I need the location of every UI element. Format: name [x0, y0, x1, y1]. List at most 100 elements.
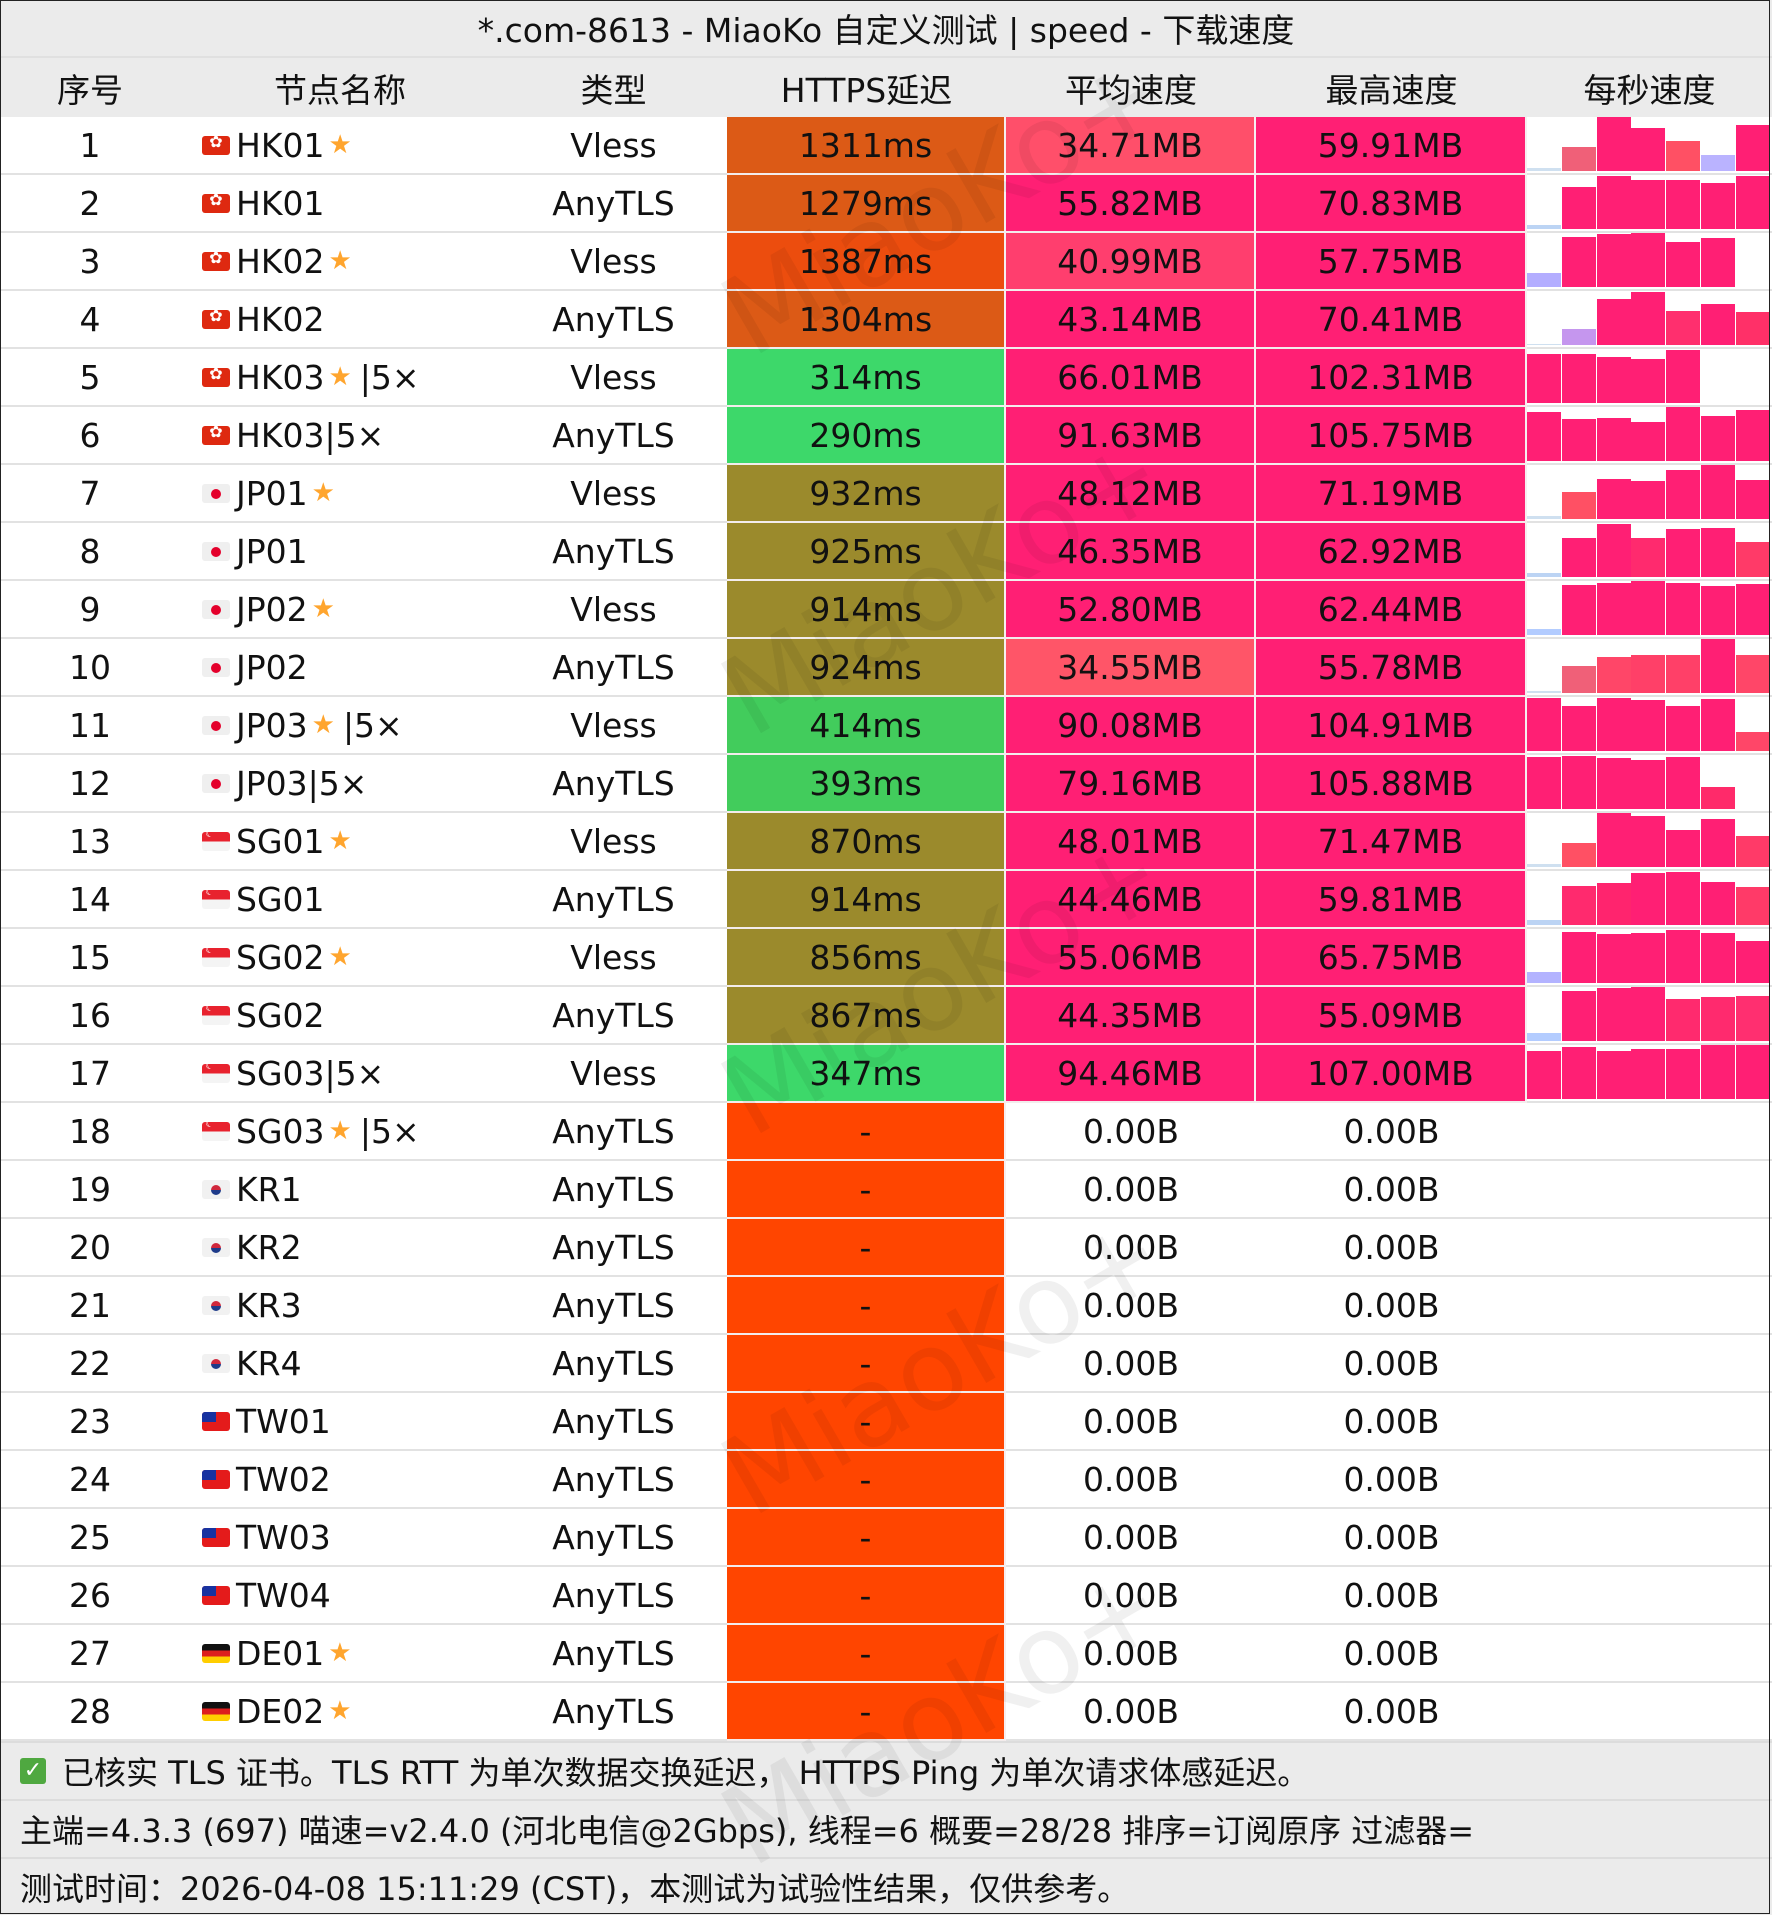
max-speed: 0.00B — [1256, 1103, 1527, 1161]
node-name: TW04 — [236, 1575, 331, 1615]
speed-bar — [1596, 698, 1631, 751]
node-name-cell: SG01 ★ — [180, 813, 500, 871]
avg-speed: 44.46MB — [1006, 871, 1256, 929]
avg-speed: 0.00B — [1006, 1219, 1256, 1277]
row-index: 26 — [0, 1567, 180, 1625]
table-row: 1 HK01 ★ Vless 1311ms 34.71MB 59.91MB — [0, 117, 1772, 175]
row-index: 11 — [0, 697, 180, 755]
https-latency: 867ms — [727, 987, 1006, 1045]
node-name: JP03 — [236, 705, 308, 745]
star-icon: ★ — [328, 1638, 352, 1668]
speed-bar — [1561, 932, 1596, 983]
node-type: Vless — [500, 813, 727, 871]
avg-speed: 44.35MB — [1006, 987, 1256, 1045]
per-second-speed-sparkline — [1527, 1625, 1772, 1683]
max-speed: 105.88MB — [1256, 755, 1527, 813]
https-latency: - — [727, 1103, 1006, 1161]
flag-jp-icon — [202, 657, 230, 677]
flag-tw-icon — [202, 1411, 230, 1431]
speed-bar — [1527, 972, 1561, 983]
col-header-avg-speed: 平均速度 — [1065, 70, 1197, 110]
speed-bar — [1666, 470, 1701, 519]
node-type: AnyTLS — [500, 1683, 727, 1741]
max-speed: 70.41MB — [1256, 291, 1527, 349]
speed-bar — [1527, 273, 1561, 287]
row-index: 17 — [0, 1045, 180, 1103]
table-row: 2 HK01 AnyTLS 1279ms 55.82MB 70.83MB — [0, 175, 1772, 233]
node-name: SG03 — [236, 1053, 325, 1093]
row-index: 15 — [0, 929, 180, 987]
speed-bar — [1596, 524, 1631, 577]
node-name-cell: JP02 — [180, 639, 500, 697]
https-latency: 393ms — [727, 755, 1006, 813]
avg-speed: 79.16MB — [1006, 755, 1256, 813]
node-type: AnyTLS — [500, 1509, 727, 1567]
max-speed: 0.00B — [1256, 1277, 1527, 1335]
avg-speed: 90.08MB — [1006, 697, 1256, 755]
flag-de-icon — [202, 1701, 230, 1721]
flag-kr-icon — [202, 1295, 230, 1315]
star-icon: ★ — [311, 710, 335, 740]
speed-bar — [1666, 242, 1701, 287]
https-latency: - — [727, 1683, 1006, 1741]
node-name-cell: HK02 ★ — [180, 233, 500, 291]
speed-bar — [1596, 583, 1631, 635]
table-row: 11 JP03 ★ |5× Vless 414ms 90.08MB 104.91… — [0, 697, 1772, 755]
max-speed: 0.00B — [1256, 1567, 1527, 1625]
node-name: HK01 — [236, 183, 325, 223]
flag-kr-icon — [202, 1353, 230, 1373]
table-row: 6 HK03 |5× AnyTLS 290ms 91.63MB 105.75MB — [0, 407, 1772, 465]
speed-bar — [1596, 418, 1631, 461]
node-type: AnyTLS — [500, 987, 727, 1045]
https-latency: - — [727, 1625, 1006, 1683]
table-row: 12 JP03 |5× AnyTLS 393ms 79.16MB 105.88M… — [0, 755, 1772, 813]
node-name-cell: KR3 — [180, 1277, 500, 1335]
row-index: 18 — [0, 1103, 180, 1161]
speed-bar — [1666, 655, 1701, 693]
speed-bar — [1701, 416, 1735, 461]
speed-bar — [1631, 422, 1666, 461]
speed-bar — [1666, 180, 1701, 229]
speed-bar — [1561, 843, 1596, 867]
row-index: 1 — [0, 117, 180, 175]
speed-bar — [1735, 542, 1770, 577]
node-name: HK03 — [236, 357, 325, 397]
flag-tw-icon — [202, 1527, 230, 1547]
flag-hk-icon — [202, 309, 230, 329]
speed-bar — [1631, 292, 1666, 345]
https-latency: - — [727, 1219, 1006, 1277]
table-row: 19 KR1 AnyTLS - 0.00B 0.00B — [0, 1161, 1772, 1219]
flag-sg-icon — [202, 1063, 230, 1083]
speed-bar — [1527, 698, 1561, 751]
avg-speed: 0.00B — [1006, 1277, 1256, 1335]
row-index: 27 — [0, 1625, 180, 1683]
max-speed: 71.47MB — [1256, 813, 1527, 871]
speed-bar — [1527, 629, 1561, 635]
node-name-cell: JP01 ★ — [180, 465, 500, 523]
node-name-cell: HK01 — [180, 175, 500, 233]
avg-speed: 34.55MB — [1006, 639, 1256, 697]
avg-speed: 0.00B — [1006, 1335, 1256, 1393]
node-name-cell: HK03 ★ |5× — [180, 349, 500, 407]
table-row: 8 JP01 AnyTLS 925ms 46.35MB 62.92MB — [0, 523, 1772, 581]
speed-bar — [1666, 407, 1701, 461]
flag-jp-icon — [202, 715, 230, 735]
node-suffix: |5× — [359, 357, 420, 397]
speed-bar — [1666, 999, 1701, 1041]
speed-bar — [1631, 987, 1666, 1041]
node-name-cell: TW02 — [180, 1451, 500, 1509]
row-index: 7 — [0, 465, 180, 523]
speed-bar — [1527, 225, 1561, 229]
node-name: KR4 — [236, 1343, 302, 1383]
https-latency: 932ms — [727, 465, 1006, 523]
table-row: 16 SG02 AnyTLS 867ms 44.35MB 55.09MB — [0, 987, 1772, 1045]
node-name: JP01 — [236, 473, 308, 513]
https-latency: - — [727, 1393, 1006, 1451]
node-name: JP02 — [236, 647, 308, 687]
table-row: 14 SG01 AnyTLS 914ms 44.46MB 59.81MB — [0, 871, 1772, 929]
speed-bar — [1735, 480, 1770, 519]
node-name-cell: HK03 |5× — [180, 407, 500, 465]
node-name: HK02 — [236, 299, 325, 339]
https-latency: 870ms — [727, 813, 1006, 871]
node-name-cell: TW04 — [180, 1567, 500, 1625]
